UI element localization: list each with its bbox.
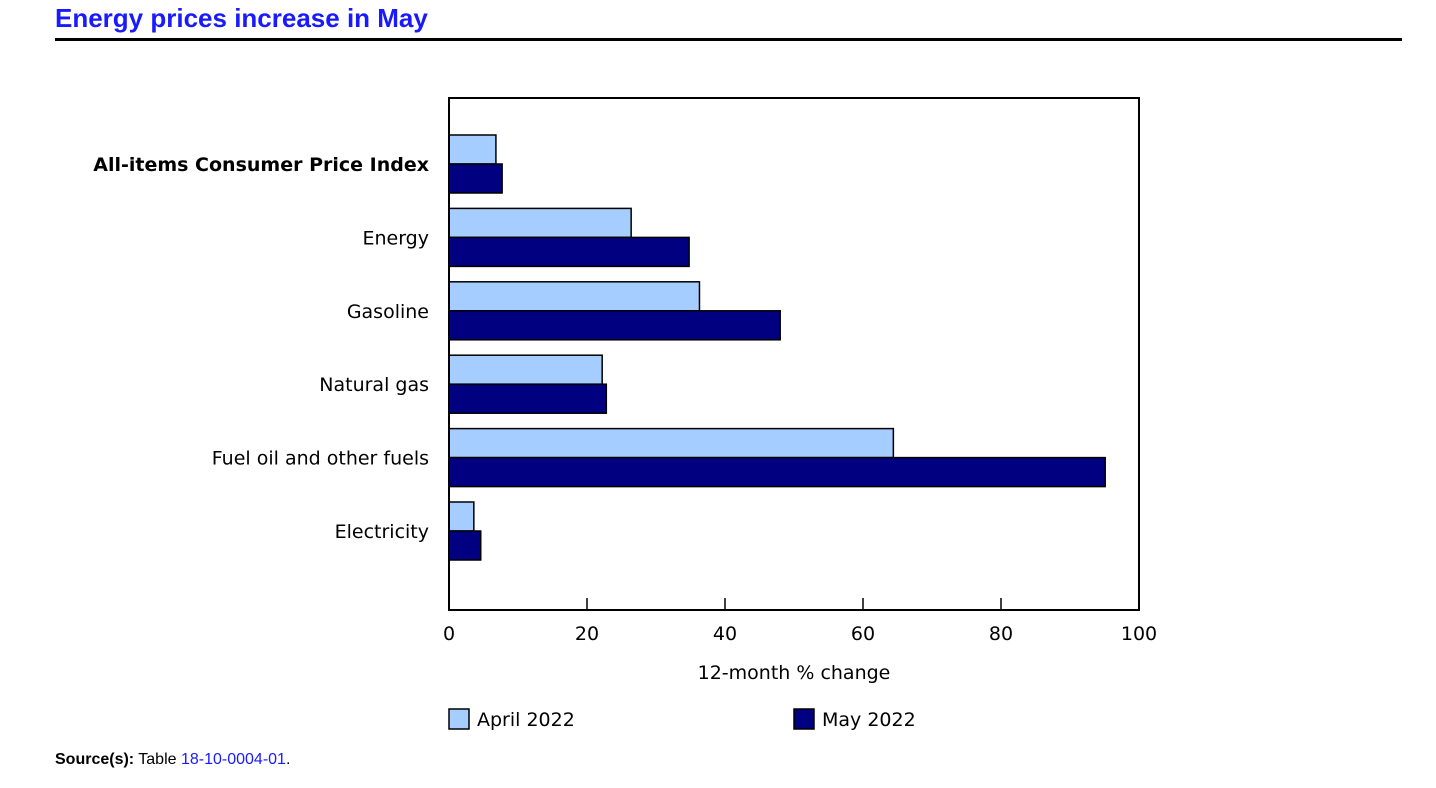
source-table-link[interactable]: 18-10-0004-01 (180, 751, 286, 768)
bar-natural-gas-april-2022 (448, 354, 603, 385)
x-tick-label-60: 60 (851, 623, 875, 645)
plot-frame (448, 97, 1140, 611)
source-text: Table (138, 751, 177, 768)
bar-electricity-april-2022 (448, 501, 475, 532)
category-label-natural-gas: Natural gas (319, 374, 429, 396)
legend: April 2022 May 2022 (448, 708, 916, 731)
legend-swatch-may-2022 (793, 708, 815, 730)
bar-all-items-consumer-price-index-may-2022 (448, 163, 503, 194)
bar-electricity-may-2022 (448, 530, 482, 561)
x-tick-label-80: 80 (989, 623, 1013, 645)
bar-all-items-consumer-price-index-april-2022 (448, 134, 497, 165)
x-tick-label-40: 40 (713, 623, 737, 645)
source-note: Source(s): Table 18-10-0004-01. (55, 751, 290, 769)
bars (448, 134, 1106, 561)
bar-chart: All-items Consumer Price Index Energy Gaso… (93, 97, 1157, 731)
bar-gasoline-may-2022 (448, 310, 781, 341)
category-label-electricity: Electricity (335, 521, 429, 543)
category-label-all-items-consumer-price-index: All-items Consumer Price Index (93, 154, 429, 176)
bar-energy-may-2022 (448, 236, 690, 268)
chart-title: Energy prices increase in May (55, 3, 428, 33)
x-tick-label-20: 20 (575, 623, 599, 645)
bar-fuel-oil-and-other-fuels-april-2022 (448, 427, 895, 459)
legend-label-april-2022: April 2022 (477, 709, 575, 731)
bar-fuel-oil-and-other-fuels-may-2022 (448, 456, 1106, 488)
title-underline (55, 38, 1402, 41)
x-tick-label-0: 0 (443, 623, 455, 645)
bar-energy-april-2022 (448, 207, 632, 239)
source-period: . (285, 751, 291, 768)
category-label-energy: Energy (362, 227, 429, 249)
x-axis-title: 12-month % change (698, 662, 891, 684)
category-labels: All-items Consumer Price Index Energy Gaso… (93, 154, 429, 543)
category-label-fuel-oil-and-other-fuels: Fuel oil and other fuels (212, 448, 429, 470)
legend-swatch-april-2022 (448, 708, 470, 730)
x-axis-ticks: 0 20 40 60 80 100 (443, 598, 1157, 645)
bar-natural-gas-may-2022 (448, 383, 608, 414)
source-label: Source(s): (55, 751, 135, 768)
legend-label-may-2022: May 2022 (822, 709, 916, 731)
x-tick-label-100: 100 (1121, 623, 1157, 645)
category-label-gasoline: Gasoline (347, 301, 429, 323)
bar-gasoline-april-2022 (448, 281, 701, 312)
